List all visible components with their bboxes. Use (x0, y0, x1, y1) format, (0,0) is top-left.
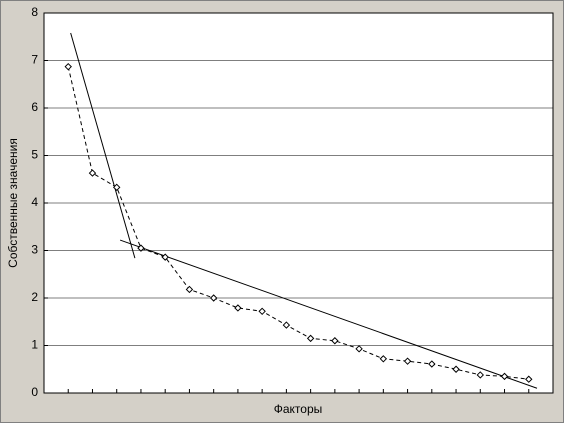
y-tick-label: 7 (31, 53, 38, 67)
data-point (161, 253, 169, 261)
y-tick-label: 4 (31, 195, 38, 209)
data-point (379, 355, 388, 363)
data-point (428, 360, 436, 368)
data-point (331, 337, 339, 345)
fit-line (119, 239, 538, 389)
data-point (355, 345, 363, 353)
y-tick-label: 8 (31, 5, 38, 19)
y-tick-label: 2 (31, 290, 38, 304)
data-point (403, 357, 412, 365)
data-point (185, 285, 194, 294)
data-point (137, 244, 145, 252)
data-point (476, 371, 484, 379)
data-point (452, 365, 460, 373)
fit-line (70, 32, 136, 259)
data-point (282, 321, 291, 329)
y-axis-label: Собственные значения (6, 138, 20, 268)
data-point (500, 372, 509, 381)
data-line (67, 66, 529, 380)
data-point (525, 375, 533, 383)
y-tick-label: 0 (31, 385, 38, 399)
y-tick-label: 6 (31, 100, 38, 114)
data-point (306, 334, 315, 343)
data-point (209, 294, 218, 302)
plot-border (43, 12, 554, 394)
x-axis-label: Факторы (274, 402, 323, 416)
data-point (64, 62, 72, 71)
y-tick-label: 3 (31, 243, 38, 257)
data-point (258, 307, 266, 316)
data-point (88, 169, 97, 177)
y-tick-label: 1 (31, 338, 38, 352)
data-point (113, 183, 121, 192)
data-point (234, 304, 242, 312)
y-tick-label: 5 (31, 148, 38, 162)
